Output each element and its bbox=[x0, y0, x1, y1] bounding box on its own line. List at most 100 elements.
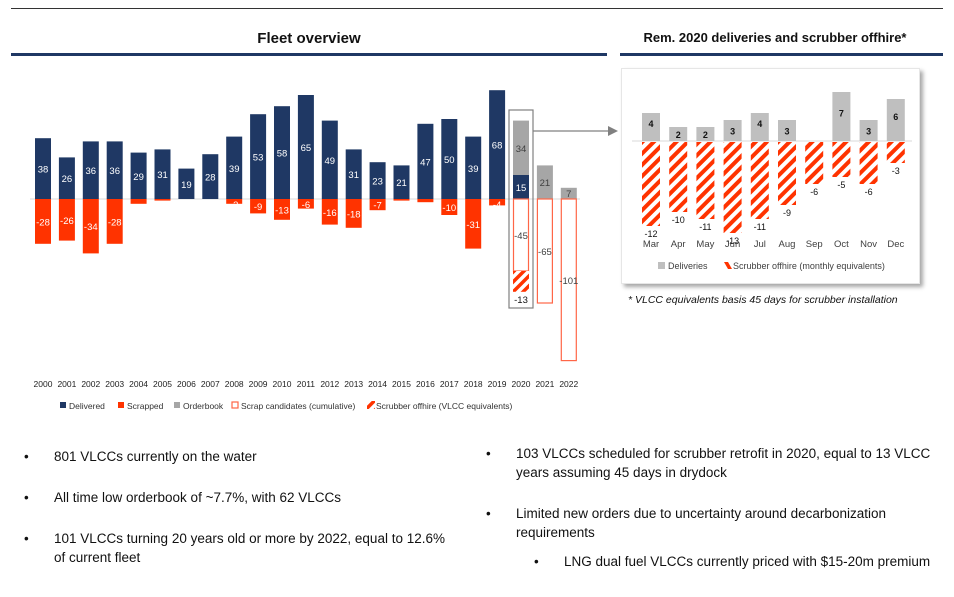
label-scrubber-offhire: -11 bbox=[699, 222, 711, 232]
label-delivered: 15 bbox=[516, 183, 527, 194]
x-tick-label: 2004 bbox=[129, 379, 148, 389]
label-scrapped: -26 bbox=[60, 216, 74, 227]
legend-item: Scrapped bbox=[118, 401, 164, 411]
legend-label: Scrap candidates (cumulative) bbox=[241, 401, 356, 411]
label-scrubber-offhire: -13 bbox=[726, 236, 739, 246]
bar-deliveries bbox=[832, 92, 851, 141]
bullet-text: 101 VLCCs turning 20 years old or more b… bbox=[54, 531, 445, 565]
fleet-overview-chart: 38 -28 2000 26 -26 2001 36 -34 2002 36 -28 2003 29 20… bbox=[30, 90, 618, 411]
bar-orderbook bbox=[560, 187, 577, 199]
label-scrapped: -4 bbox=[493, 200, 501, 211]
label-scrubber-offhire: -12 bbox=[644, 229, 657, 239]
x-tick-label: 2005 bbox=[153, 379, 172, 389]
legend-label: Scrubber offhire (VLCC equivalents) bbox=[376, 401, 513, 411]
bullet-text: All time low orderbook of ~7.7%, with 62… bbox=[54, 490, 342, 505]
legend-item: Deliveries bbox=[658, 261, 708, 271]
legend-label: Orderbook bbox=[183, 401, 224, 411]
label-deliveries: 6 bbox=[893, 112, 898, 122]
label-delivered: 29 bbox=[133, 172, 144, 183]
label-scrapped: -18 bbox=[347, 209, 361, 220]
bar-delivered bbox=[58, 157, 75, 199]
bullet-item: • 801 VLCCs currently on the water bbox=[24, 447, 454, 466]
bar-delivered bbox=[417, 123, 434, 199]
label-deliveries: 7 bbox=[839, 109, 844, 119]
label-delivered: 38 bbox=[38, 165, 49, 176]
x-tick-label: 2017 bbox=[440, 379, 459, 389]
label-delivered: 49 bbox=[325, 156, 336, 167]
bar-scrapped bbox=[106, 199, 123, 244]
label-delivered: 28 bbox=[205, 173, 216, 184]
legend-swatch bbox=[367, 401, 375, 409]
bar-deliveries bbox=[750, 113, 769, 141]
label-scrap-candidates: -45 bbox=[514, 231, 528, 242]
bullet-item: • All time low orderbook of ~7.7%, with 6… bbox=[24, 488, 454, 507]
label-delivered: 39 bbox=[468, 164, 479, 175]
bullet-text: Limited new orders due to uncertainty ar… bbox=[516, 506, 886, 540]
label-scrubber-offhire: -6 bbox=[865, 187, 873, 197]
bar-delivered bbox=[226, 136, 243, 199]
bar-deliveries bbox=[642, 113, 660, 141]
legend-label: Scrapped bbox=[127, 401, 164, 411]
bar-delivered bbox=[130, 152, 147, 199]
bar-scrubber-offhire bbox=[832, 142, 851, 177]
x-tick-label: 2007 bbox=[201, 379, 220, 389]
legend-item: Orderbook bbox=[174, 401, 224, 411]
bar-deliveries bbox=[696, 127, 715, 141]
x-tick-label: Nov bbox=[860, 239, 877, 250]
label-delivered: 39 bbox=[229, 164, 240, 175]
sub-bullet-item: • LNG dual fuel VLCCs currently priced wi… bbox=[486, 552, 936, 571]
bar-delivered bbox=[274, 106, 290, 199]
bullet-dot: • bbox=[24, 449, 29, 464]
label-orderbook: 7 bbox=[566, 189, 571, 200]
bar-scrubber-offhire bbox=[513, 271, 529, 292]
bar-scrapped bbox=[417, 199, 434, 203]
bar-scrap-candidates bbox=[536, 198, 554, 304]
bar-scrapped bbox=[35, 199, 51, 244]
bar-scrubber-offhire bbox=[723, 142, 742, 233]
bar-scrapped bbox=[393, 199, 410, 201]
bullet-item: • 103 VLCCs scheduled for scrubber retrof… bbox=[486, 444, 936, 482]
bar-scrubber-offhire bbox=[859, 142, 878, 184]
x-tick-label: 2018 bbox=[464, 379, 483, 389]
label-deliveries: 2 bbox=[703, 130, 708, 140]
bar-delivered bbox=[35, 138, 51, 199]
label-scrapped: -3 bbox=[230, 200, 238, 211]
label-scrap-candidates: -101 bbox=[559, 276, 578, 287]
bullet-item: • 101 VLCCs turning 20 years old or more … bbox=[24, 529, 454, 567]
label-scrapped: -28 bbox=[36, 217, 50, 228]
legend-item: Scrubber offhire (monthly equivalents) bbox=[724, 261, 885, 271]
legend-label: Delivered bbox=[69, 401, 105, 411]
x-tick-label: May bbox=[696, 239, 714, 250]
label-delivered: 65 bbox=[301, 143, 312, 154]
bullet-dot: • bbox=[486, 506, 491, 521]
bar-scrapped bbox=[297, 199, 314, 209]
bar-delivered bbox=[441, 119, 458, 199]
bar-delivered bbox=[321, 120, 338, 199]
inset-chart-panel: 4 -12 Mar 2 -10 Apr 2 -11 May 3 -13 Jun 4 -11 Jul 3 -9 Au… bbox=[621, 68, 920, 284]
bar-delivered bbox=[297, 95, 314, 199]
label-delivered: 21 bbox=[396, 178, 407, 189]
legend-swatch bbox=[658, 262, 665, 269]
bar-scrubber-offhire bbox=[805, 142, 824, 184]
bar-delivered bbox=[106, 141, 123, 199]
x-tick-label: Jul bbox=[754, 239, 766, 250]
bar-orderbook bbox=[536, 165, 553, 199]
bar-scrapped bbox=[321, 199, 338, 225]
bar-delivered bbox=[202, 154, 219, 199]
label-delivered: 23 bbox=[372, 177, 383, 188]
bar-scrapped bbox=[465, 199, 482, 249]
bar-scrubber-offhire bbox=[669, 142, 688, 212]
bar-delivered bbox=[489, 90, 506, 199]
bullet-dot: • bbox=[486, 446, 491, 461]
bar-deliveries bbox=[886, 99, 905, 141]
label-deliveries: 3 bbox=[784, 127, 789, 137]
x-tick-label: Apr bbox=[671, 239, 686, 250]
highlight-box-2020 bbox=[508, 109, 534, 309]
x-tick-label: 2003 bbox=[105, 379, 124, 389]
label-scrubber-offhire: -6 bbox=[810, 187, 818, 197]
bullet-text: LNG dual fuel VLCCs currently priced wit… bbox=[564, 554, 931, 569]
label-scrapped: -7 bbox=[373, 201, 381, 212]
label-scrapped: -13 bbox=[275, 205, 289, 216]
label-scrapped: -31 bbox=[466, 220, 480, 231]
label-delivered: 47 bbox=[420, 157, 431, 168]
